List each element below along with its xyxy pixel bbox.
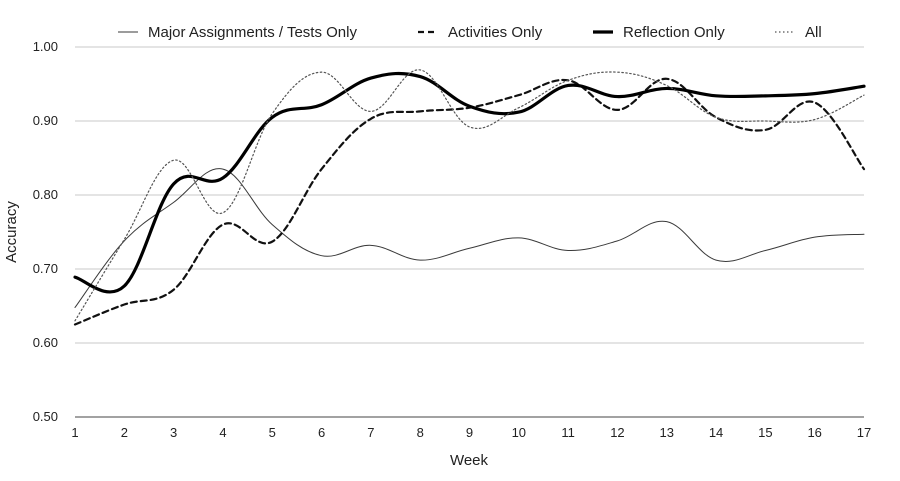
series-line-major-assignments-tests-only: [74, 168, 865, 308]
x-tick-label: 7: [367, 425, 374, 440]
x-tick-labels: 1 2 3 4 5 6 7 8 9 10 11 12 13 14 15 16 17: [71, 425, 871, 440]
series-line-activities-only: [73, 77, 866, 326]
x-tick-label: 8: [417, 425, 424, 440]
x-tick-label: 11: [561, 425, 575, 440]
x-tick-label: 5: [269, 425, 276, 440]
series-lines: [73, 69, 866, 326]
y-tick-label: 1.00: [33, 39, 58, 54]
y-tick-label: 0.90: [33, 113, 58, 128]
x-tick-label: 16: [807, 425, 821, 440]
y-tick-label: 0.50: [33, 409, 58, 424]
y-tick-label: 0.60: [33, 335, 58, 350]
series-line-all: [74, 69, 865, 322]
x-tick-label: 6: [318, 425, 325, 440]
legend-label: Activities Only: [448, 24, 543, 41]
x-tick-label: 1: [71, 425, 78, 440]
legend-label: Major Assignments / Tests Only: [148, 24, 357, 41]
x-tick-label: 12: [610, 425, 624, 440]
legend-label: Reflection Only: [623, 24, 725, 41]
x-tick-label: 15: [758, 425, 772, 440]
x-tick-label: 10: [512, 425, 526, 440]
y-tick-label: 0.70: [33, 261, 58, 276]
series-line-reflection-only: [73, 71, 866, 294]
x-tick-label: 14: [709, 425, 723, 440]
y-tick-labels: 0.50 0.60 0.70 0.80 0.90 1.00: [33, 39, 58, 424]
y-axis-label: Accuracy: [3, 201, 20, 263]
x-axis-label: Week: [450, 452, 489, 469]
grid-lines: [75, 46, 864, 418]
x-tick-label: 9: [466, 425, 473, 440]
legend-label: All: [805, 24, 822, 41]
x-tick-label: 13: [660, 425, 674, 440]
x-tick-label: 2: [121, 425, 128, 440]
y-tick-label: 0.80: [33, 187, 58, 202]
legend: Major Assignments / Tests Only Activities…: [118, 24, 822, 41]
x-tick-label: 4: [219, 425, 226, 440]
x-tick-label: 17: [857, 425, 871, 440]
x-tick-label: 3: [170, 425, 177, 440]
